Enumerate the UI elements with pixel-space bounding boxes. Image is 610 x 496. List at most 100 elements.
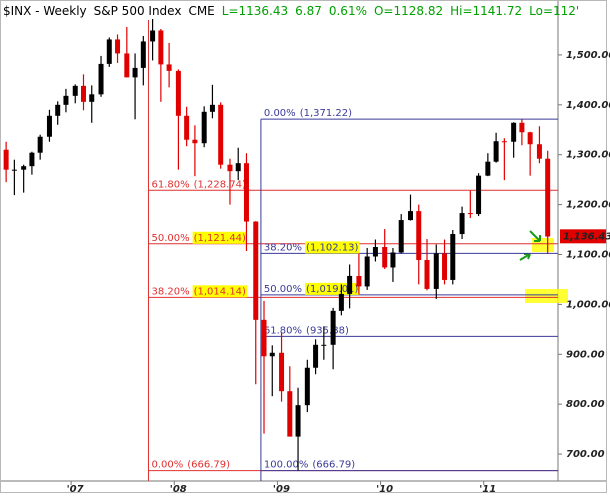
- fib-pct: 61.80%: [264, 325, 302, 336]
- candle-body: [3, 149, 9, 170]
- candle-body: [269, 352, 275, 357]
- header-part: Lo=112': [529, 4, 579, 18]
- candle-body: [166, 64, 172, 71]
- fib-price: (1,019.01): [306, 284, 358, 295]
- candle-body: [11, 169, 17, 171]
- candle-body: [536, 144, 542, 159]
- last-price-label: 1,136.43: [563, 231, 610, 242]
- header: $INX - Weekly S&P 500 Index CME L=1136.43 6.…: [3, 4, 579, 18]
- x-tick-label: '09: [273, 484, 290, 495]
- fib-highlight: [192, 231, 247, 244]
- y-tick-label: 1,400.00: [566, 100, 610, 111]
- candle-body: [209, 104, 215, 112]
- y-tick-label: 1,500.00: [566, 50, 610, 61]
- candle-body: [364, 256, 370, 287]
- highlight-zone: [525, 289, 568, 303]
- header-part: 6.87: [295, 4, 322, 18]
- candle-body: [527, 132, 533, 145]
- candle-body: [72, 85, 78, 96]
- header-part: L=1136.43: [222, 4, 288, 18]
- candle-body: [175, 70, 181, 116]
- fib-price: (666.79): [187, 460, 230, 471]
- fib-price: (1,014.14): [194, 286, 246, 297]
- candle-body: [450, 234, 456, 280]
- candle-body: [321, 344, 327, 346]
- header-part: Hi=1141.72: [450, 4, 522, 18]
- header-part: $INX - Weekly: [3, 4, 87, 18]
- candle-body: [398, 220, 404, 253]
- y-tick-label: 1,200.00: [566, 200, 610, 211]
- candle-body: [493, 141, 499, 162]
- fib-highlight: [305, 241, 360, 254]
- header-bg: [1, 2, 557, 19]
- candle-body: [80, 85, 86, 102]
- x-tick-label: '08: [170, 484, 187, 495]
- fib-price: (1,228.74): [194, 179, 246, 190]
- candle-body: [356, 275, 362, 287]
- header-part: 0.61%: [329, 4, 367, 18]
- candle-body: [519, 122, 525, 133]
- candle-body: [467, 213, 473, 215]
- y-tick-label: 1,000.00: [566, 299, 610, 310]
- candle-body: [243, 163, 249, 222]
- candle-body: [476, 175, 482, 215]
- header-part: O=1128.82: [374, 4, 443, 18]
- x-tick-label: '10: [376, 484, 393, 495]
- fib-pct: 0.00%: [264, 108, 296, 119]
- candle-body: [390, 252, 396, 268]
- candle-body: [37, 136, 43, 153]
- candle-body: [287, 391, 293, 437]
- candle-body: [150, 30, 156, 42]
- candle-body: [227, 164, 233, 172]
- candle-body: [158, 30, 164, 65]
- candle-body: [89, 94, 95, 102]
- fib-pct: 100.00%: [264, 460, 309, 471]
- candle-body: [115, 39, 121, 54]
- candle-body: [106, 39, 112, 64]
- candle-body: [218, 104, 224, 165]
- candle-body: [372, 247, 378, 257]
- fib-pct: 50.00%: [264, 284, 302, 295]
- fib-pct: 38.20%: [151, 286, 189, 297]
- candle-body: [124, 53, 130, 78]
- candle-body: [21, 166, 27, 170]
- candle-body: [295, 405, 301, 437]
- candle-body: [382, 247, 388, 268]
- candle-body: [304, 367, 310, 406]
- candle-body: [132, 67, 138, 78]
- candle-body: [501, 141, 507, 143]
- fib-pct: 50.00%: [151, 233, 189, 244]
- y-tick-label: 1,300.00: [566, 150, 610, 161]
- fib-highlight: [192, 285, 247, 298]
- y-tick-label: 900.00: [566, 349, 605, 360]
- fib-pct: 38.20%: [264, 242, 302, 253]
- candle-body: [416, 211, 422, 260]
- candle-body: [192, 139, 198, 144]
- fib-price: (1,102.13): [306, 242, 358, 253]
- candle-body: [63, 95, 69, 105]
- candle-body: [201, 111, 207, 144]
- last-price-tag: [560, 229, 606, 244]
- candle-body: [347, 275, 353, 294]
- x-tick-label: '07: [67, 484, 84, 495]
- candle-body: [424, 259, 430, 289]
- candle-body: [433, 253, 439, 289]
- candle-body: [261, 319, 267, 357]
- candle-body: [459, 213, 465, 235]
- fib-price: (1,371.22): [300, 108, 352, 119]
- y-tick-label: 800.00: [566, 399, 605, 410]
- arrow: [519, 253, 531, 261]
- candle-body: [140, 41, 146, 68]
- fib-highlight: [305, 282, 360, 295]
- candle-body: [98, 63, 104, 95]
- fib-price: (1,121.44): [194, 233, 246, 244]
- arrow: [529, 230, 541, 242]
- fib-price: (935.88): [306, 325, 349, 336]
- candle-body: [279, 352, 285, 392]
- candle-body: [29, 152, 35, 167]
- x-tick-label: '11: [479, 484, 496, 495]
- candle-body: [485, 161, 491, 176]
- fib-pct: 0.00%: [151, 460, 183, 471]
